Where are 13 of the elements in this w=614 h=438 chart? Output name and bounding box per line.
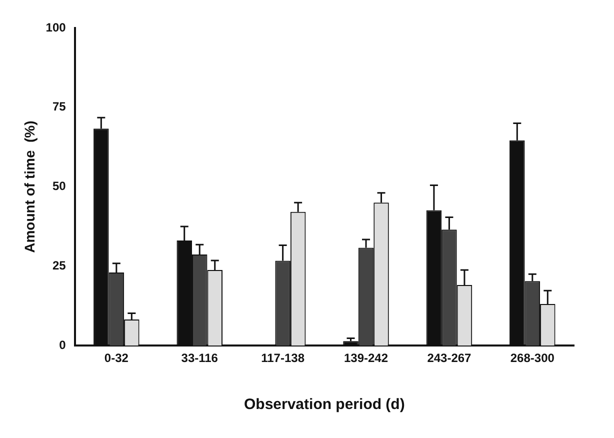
x-axis-title: Observation period (d) bbox=[244, 396, 405, 414]
y-axis-title: Amount of time (%) bbox=[21, 120, 38, 253]
x-tick-label: 0-32 bbox=[104, 351, 129, 366]
y-tick-label: 50 bbox=[52, 179, 66, 194]
x-tick-label: 117-138 bbox=[261, 351, 305, 366]
y-tick-label: 0 bbox=[59, 338, 66, 352]
y-tick-label: 100 bbox=[46, 20, 66, 34]
x-tick-label: 268-300 bbox=[510, 351, 555, 366]
y-tick-label: 75 bbox=[52, 100, 66, 114]
x-tick-label: 33-116 bbox=[181, 351, 218, 366]
y-tick-label: 25 bbox=[52, 258, 66, 273]
x-tick-label: 139-242 bbox=[344, 351, 388, 366]
x-tick-label: 243-267 bbox=[427, 351, 472, 366]
